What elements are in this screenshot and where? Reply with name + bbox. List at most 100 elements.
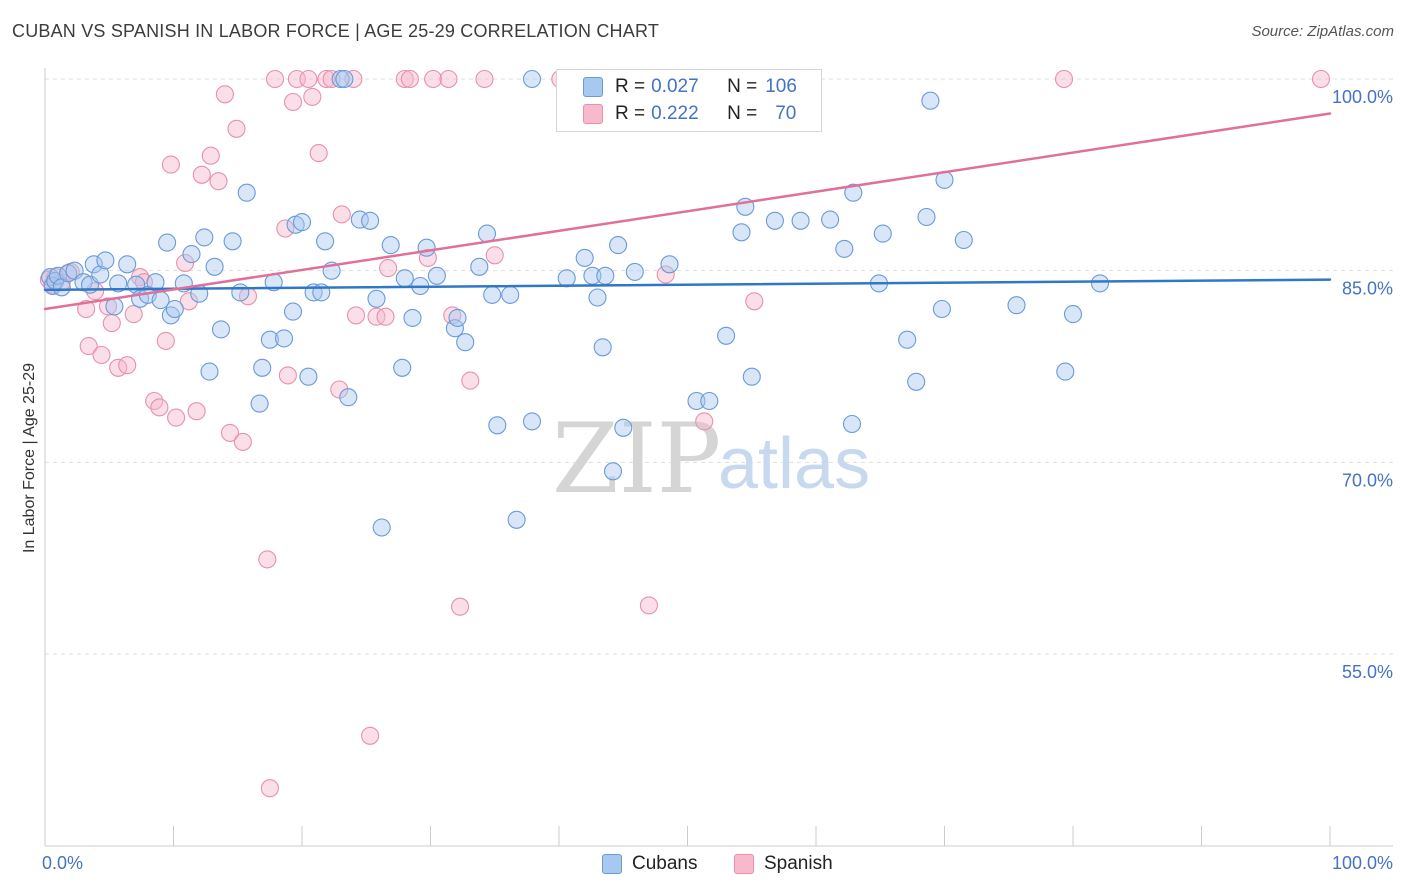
cuban-point (84, 255, 103, 274)
spanish-point (332, 205, 351, 224)
x-tick-label: 100.0% (1332, 853, 1393, 873)
cuban-point (48, 266, 67, 285)
source-label: Source: ZipAtlas.com (1251, 23, 1394, 40)
spanish-point (299, 69, 318, 89)
cuban-point (791, 211, 810, 230)
cuban-point (1063, 305, 1083, 324)
cuban-point (488, 416, 507, 435)
legend-row-cubans: R = 0.027 N = 106 (583, 75, 797, 99)
spanish-point (118, 356, 137, 375)
spanish-point (656, 265, 675, 284)
cuban-point (522, 412, 542, 431)
spanish-point (485, 246, 504, 265)
cuban-point (182, 245, 201, 264)
spanish-point (215, 85, 234, 104)
spanish-point (278, 366, 297, 385)
cuban-point (660, 255, 679, 274)
watermark-atlas: atlas (718, 424, 870, 504)
spanish-point (475, 69, 494, 89)
cuban-point (456, 333, 475, 352)
spanish-point (695, 412, 714, 431)
cuban-point (395, 269, 414, 288)
cuban-point (427, 266, 446, 285)
grid-layer (45, 78, 1393, 655)
cuban-point (842, 414, 862, 434)
spanish-point (439, 69, 458, 89)
spanish-r-label: R = (615, 103, 646, 124)
cuban-point (507, 510, 526, 529)
cuban-point (821, 210, 840, 229)
spanish-point (209, 172, 228, 191)
watermark: ZIP atlas (552, 403, 870, 515)
cubans-trendline (43, 278, 1332, 292)
cuban-point (237, 183, 256, 202)
cuban-point (575, 248, 594, 267)
legend-item-cubans[interactable]: Cubans (602, 853, 698, 875)
cuban-point (205, 257, 224, 276)
cuban-point (367, 289, 386, 308)
spanish-point (77, 299, 96, 319)
spanish-r-value: 0.222 (651, 103, 699, 124)
cuban-point (954, 230, 973, 250)
spanish-point (283, 92, 303, 112)
cubans-r-value: 0.027 (651, 76, 699, 97)
cuban-point (470, 257, 489, 276)
cuban-point (211, 320, 231, 339)
spanish-point (156, 331, 175, 350)
cubans-n-value: 106 (765, 76, 797, 97)
cuban-point (873, 224, 892, 243)
spanish-legend-label: Spanish (764, 853, 833, 874)
spanish-swatch (583, 104, 603, 124)
spanish-point (395, 69, 414, 89)
cuban-point (1007, 296, 1026, 315)
cuban-point (381, 236, 400, 255)
cuban-point (1090, 274, 1110, 293)
spanish-point (745, 292, 764, 311)
cuban-point (445, 319, 464, 338)
cubans-n-label: N = (727, 76, 758, 97)
spanish-point (201, 146, 220, 165)
y-tick-label: 100.0% (1332, 87, 1393, 107)
cuban-point (765, 211, 784, 230)
spanish-point (317, 69, 336, 89)
cuban-point (907, 372, 926, 391)
spanish-point (176, 253, 195, 273)
spanish-point (379, 259, 398, 278)
cuban-point (109, 274, 128, 293)
cuban-point (299, 367, 318, 386)
spanish-point (102, 314, 121, 333)
cuban-point (195, 228, 214, 247)
spanish-point (400, 69, 419, 89)
spanish-point (227, 119, 246, 138)
spanish-point (276, 219, 295, 238)
cuban-point (165, 299, 184, 319)
spanish-point (424, 69, 443, 89)
cuban-point (361, 211, 380, 230)
cuban-point (274, 329, 294, 348)
cuban-point (118, 255, 137, 274)
cuban-point (250, 394, 269, 413)
x-tick-label: 0.0% (42, 853, 83, 873)
cuban-point (200, 362, 219, 381)
cuban-point (158, 233, 177, 252)
spanish-point (161, 155, 180, 174)
spanish-point (79, 337, 98, 356)
spanish-point (461, 371, 480, 390)
cuban-point (477, 224, 497, 243)
cuban-point (917, 207, 936, 227)
cuban-point (609, 236, 628, 255)
cuban-point (687, 391, 706, 411)
cuban-point (593, 338, 612, 357)
legend-item-spanish[interactable]: Spanish (734, 853, 833, 875)
cuban-point (339, 388, 358, 407)
cuban-point (96, 251, 115, 270)
spanish-point (124, 305, 143, 324)
spanish-point (346, 306, 366, 325)
watermark-zip: ZIP (552, 403, 721, 515)
spanish-point (150, 398, 169, 417)
spanish-point (303, 87, 322, 106)
trend-layer (43, 112, 1332, 311)
y-tick-label: 55.0% (1342, 662, 1393, 682)
cuban-point (732, 223, 751, 242)
